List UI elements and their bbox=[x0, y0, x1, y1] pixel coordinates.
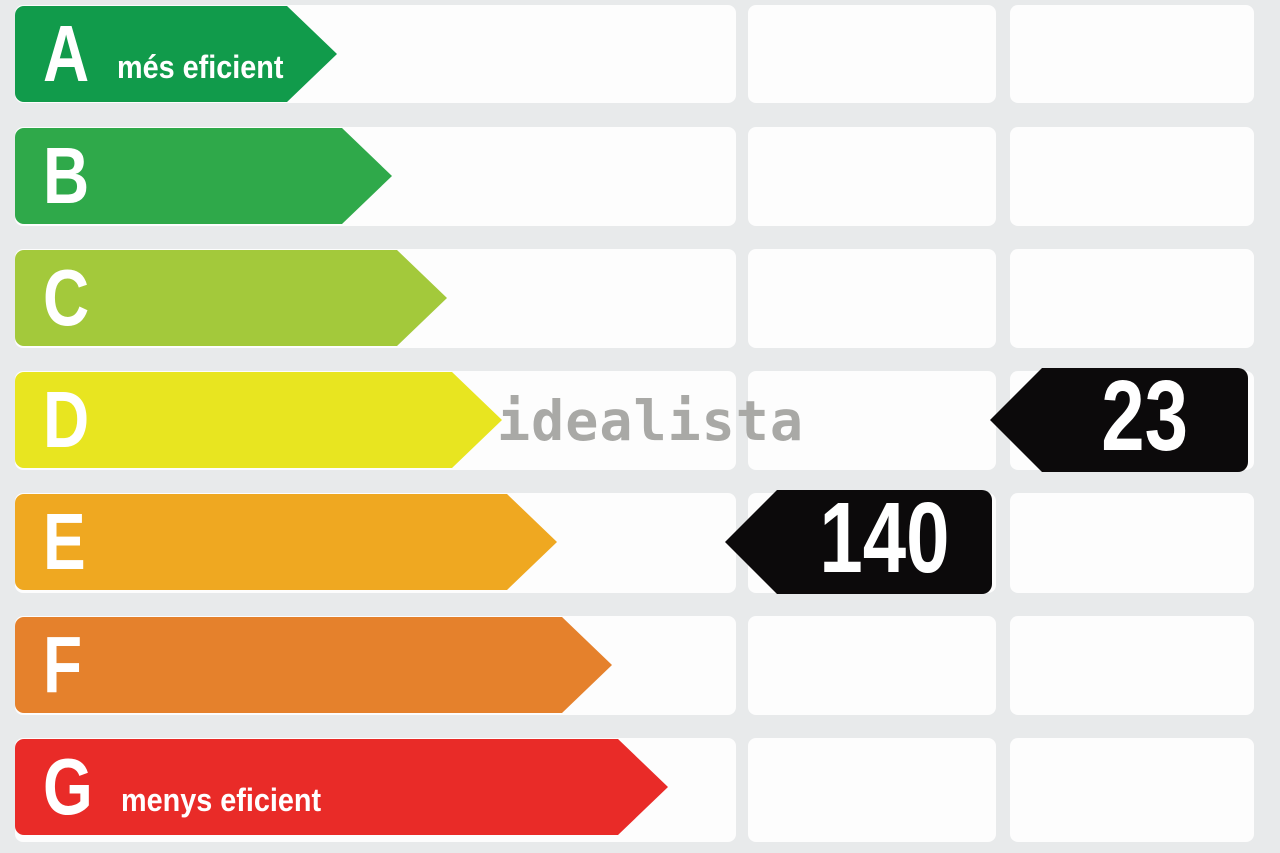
rating-row-E: E 140 bbox=[0, 482, 1280, 594]
rating-letter-F: F bbox=[43, 619, 83, 709]
rating-row-D: D 23 bbox=[0, 360, 1280, 472]
rating-letter-G: G bbox=[43, 741, 93, 831]
rating-bar-label-E: E bbox=[43, 496, 96, 586]
rating-bar-C: C bbox=[15, 250, 447, 346]
value-badge-number-23: 23 bbox=[1101, 360, 1189, 472]
value-badge-140: 140 bbox=[725, 482, 992, 594]
grid-cell-middle-C bbox=[748, 249, 996, 348]
value-badge-number-140: 140 bbox=[819, 482, 950, 594]
idealista-watermark: idealista bbox=[497, 389, 805, 453]
grid-cell-middle-G bbox=[748, 738, 996, 842]
grid-cell-middle-F bbox=[748, 616, 996, 715]
rating-bar-label-F: F bbox=[43, 619, 92, 709]
rating-bar-label-D: D bbox=[43, 374, 101, 464]
rating-bar-D: D bbox=[15, 372, 502, 468]
grid-cell-right-A bbox=[1010, 5, 1254, 103]
grid-cell-right-G bbox=[1010, 738, 1254, 842]
rating-letter-A: A bbox=[43, 8, 90, 98]
grid-cell-right-E bbox=[1010, 493, 1254, 593]
grid-cell-middle-B bbox=[748, 127, 996, 226]
rating-letter-D: D bbox=[43, 374, 90, 464]
grid-cell-middle-D bbox=[748, 371, 996, 470]
grid-cell-right-B bbox=[1010, 127, 1254, 226]
rating-bar-B: B bbox=[15, 128, 392, 224]
rating-row-F: F bbox=[0, 616, 1280, 715]
rating-letter-E: E bbox=[43, 496, 86, 586]
rating-annotation-G: menys eficient bbox=[121, 782, 322, 819]
grid-cell-middle-A bbox=[748, 5, 996, 103]
grid-cell-right-F bbox=[1010, 616, 1254, 715]
grid-cell-right-C bbox=[1010, 249, 1254, 348]
rating-letter-B: B bbox=[43, 130, 90, 220]
rating-bar-F: F bbox=[15, 617, 612, 713]
rating-bar-E: E bbox=[15, 494, 557, 590]
rating-bar-label-C: C bbox=[43, 252, 101, 342]
value-badge-23: 23 bbox=[990, 360, 1248, 472]
rating-row-B: B bbox=[0, 127, 1280, 226]
rating-bar-label-B: B bbox=[43, 130, 101, 220]
rating-letter-C: C bbox=[43, 252, 90, 342]
rating-annotation-A: més eficient bbox=[116, 49, 284, 86]
rating-row-C: C bbox=[0, 249, 1280, 348]
